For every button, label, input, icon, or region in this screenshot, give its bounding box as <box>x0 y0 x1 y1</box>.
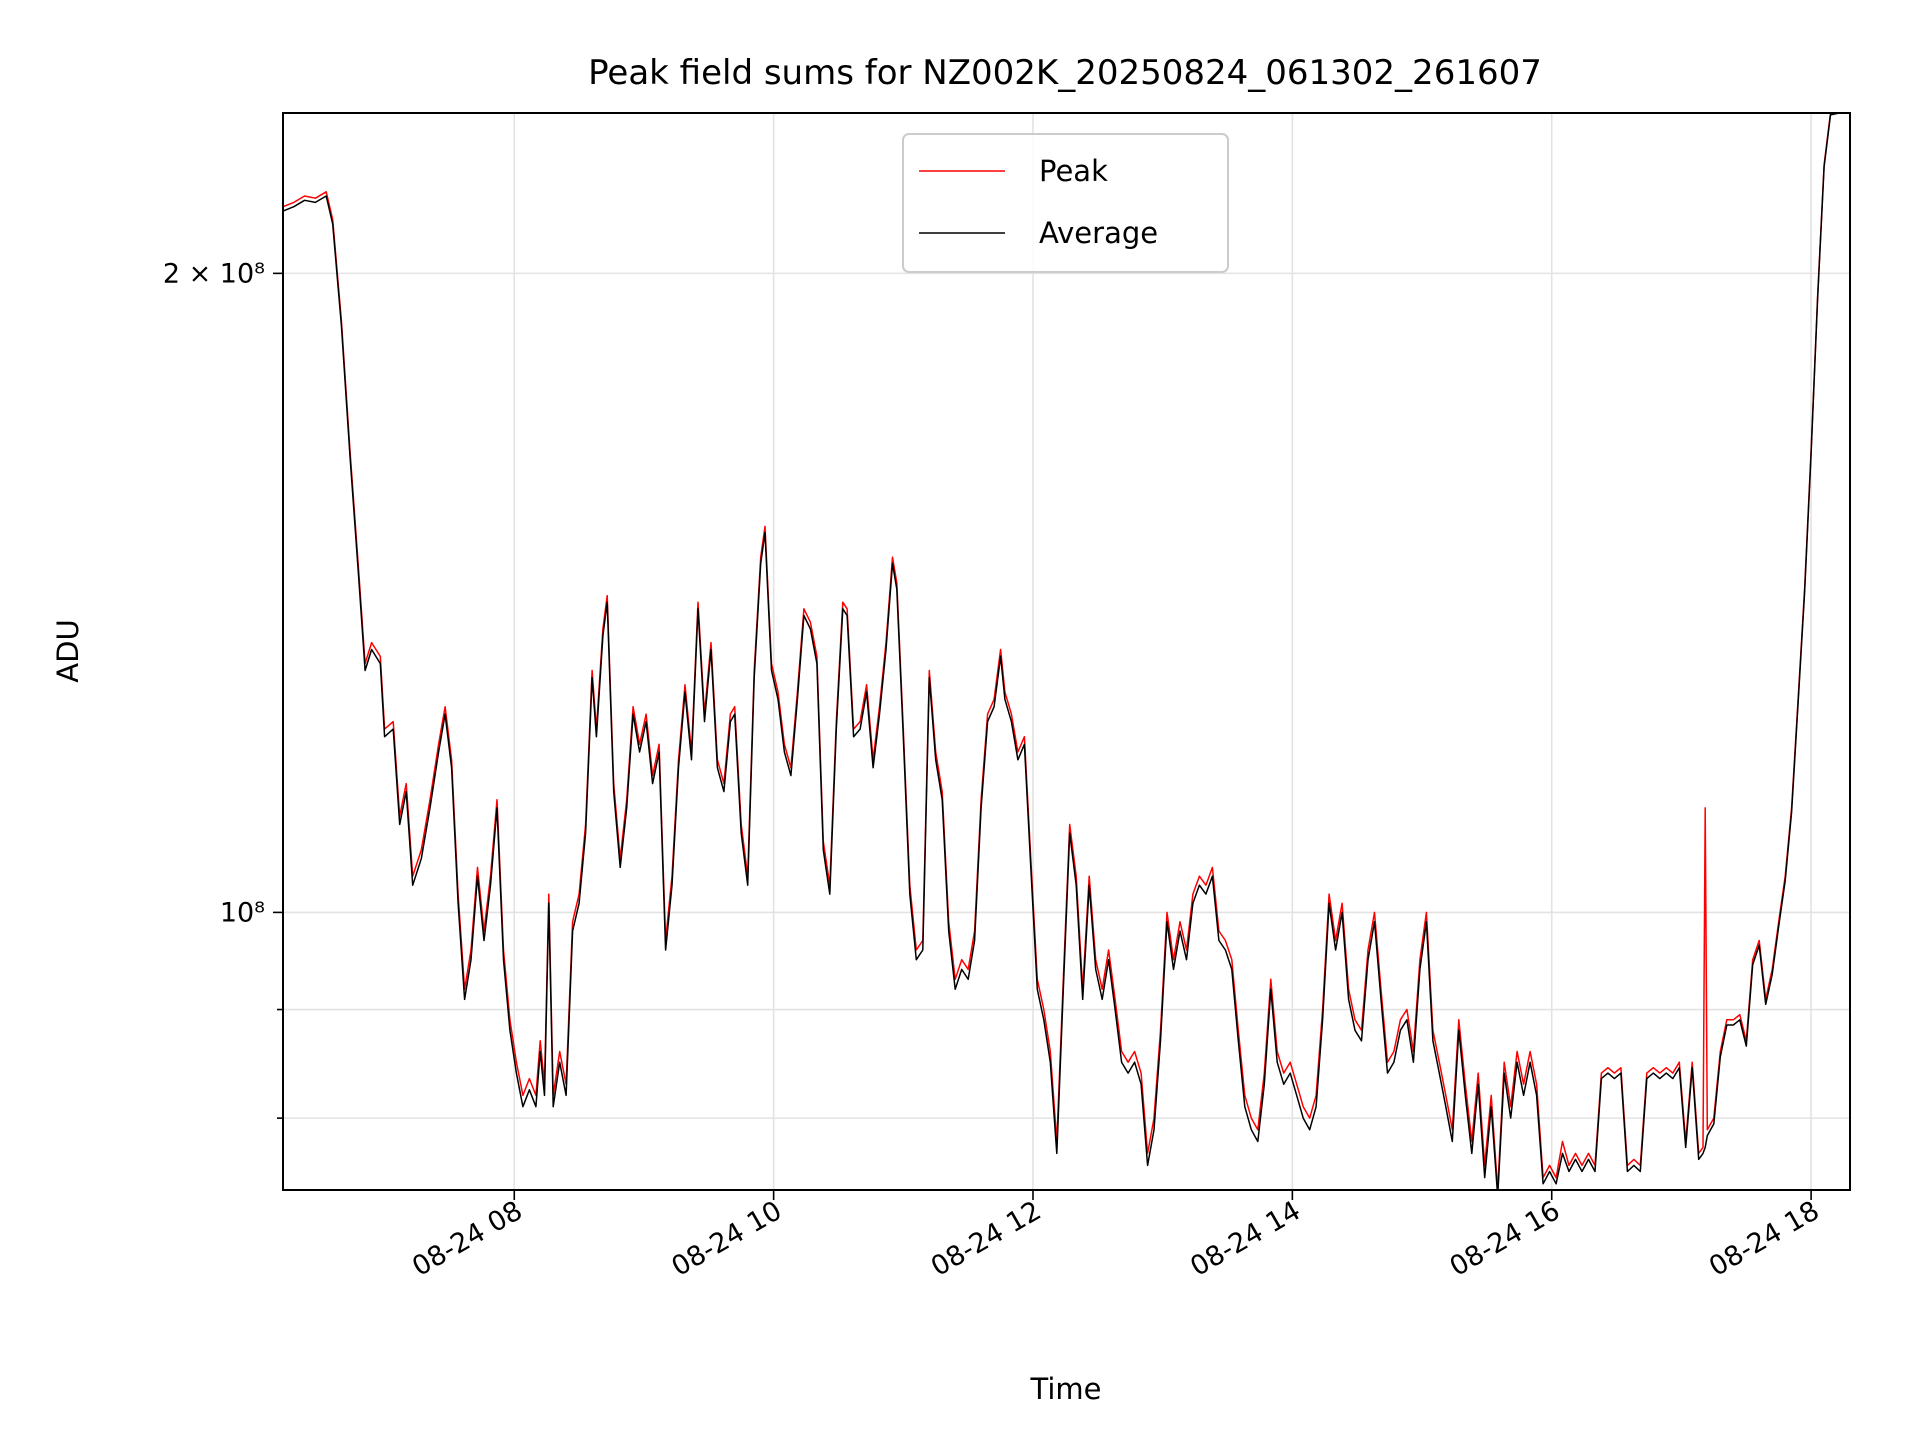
x-tick-label: 08-24 10 <box>666 1195 787 1283</box>
legend: Peak Average <box>902 133 1229 273</box>
grid <box>283 113 1850 1190</box>
y-axis-label: ADU <box>51 619 85 682</box>
legend-label-peak: Peak <box>1039 154 1108 188</box>
series-line-average <box>283 113 1850 1190</box>
x-axis-label: Time <box>1030 1372 1102 1406</box>
plot-frame <box>282 112 1851 1191</box>
x-tick-label: 08-24 08 <box>407 1195 528 1283</box>
legend-label-average: Average <box>1039 216 1158 250</box>
x-tick-label: 08-24 16 <box>1445 1195 1566 1283</box>
x-tick-label: 08-24 12 <box>926 1195 1047 1283</box>
x-tick-label: 08-24 18 <box>1704 1195 1825 1283</box>
y-tick-label: 10⁸ <box>220 897 265 928</box>
legend-box <box>902 133 1229 273</box>
x-tick-label: 08-24 14 <box>1185 1195 1306 1283</box>
chart-title: Peak field sums for NZ002K_20250824_0613… <box>588 53 1542 93</box>
y-tick-label: 2 × 10⁸ <box>163 258 265 289</box>
y-axis-ticks: 10⁸ 2 × 10⁸ <box>163 258 283 1119</box>
series-layer <box>283 113 1850 1190</box>
x-axis-ticks: 08-24 08 08-24 10 08-24 12 08-24 14 08-24 16… <box>407 1190 1825 1283</box>
series-line-peak <box>283 113 1850 1190</box>
